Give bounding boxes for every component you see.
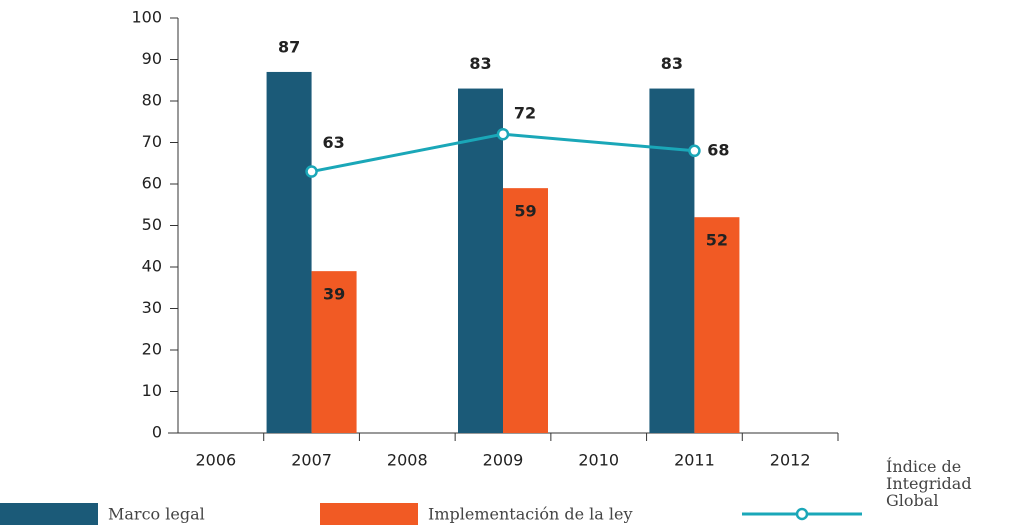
y-tick-label: 40 bbox=[142, 257, 162, 276]
value-label: 68 bbox=[707, 140, 729, 159]
point bbox=[496, 127, 510, 141]
bar bbox=[266, 71, 312, 433]
x-tick-label: 2012 bbox=[770, 451, 811, 470]
point bbox=[688, 144, 701, 158]
x-tick-label: 2006 bbox=[195, 451, 236, 470]
value-label: 63 bbox=[322, 133, 344, 152]
bar bbox=[694, 217, 740, 433]
x-tick-label: 2011 bbox=[674, 451, 715, 470]
legend-marker bbox=[795, 507, 809, 521]
value-label: 59 bbox=[514, 202, 536, 221]
y-tick-label: 60 bbox=[142, 174, 162, 193]
x-tick-label: 2009 bbox=[483, 451, 524, 470]
y-tick-label: 20 bbox=[142, 340, 162, 359]
x-tick-label: 2007 bbox=[291, 451, 332, 470]
bar bbox=[503, 188, 548, 433]
y-tick-label: 80 bbox=[142, 91, 162, 110]
y-tick-label: 0 bbox=[152, 423, 162, 442]
x-tick-label: 2010 bbox=[578, 451, 619, 470]
value-label: 83 bbox=[469, 54, 491, 73]
value-label: 87 bbox=[278, 37, 300, 56]
value-label: 83 bbox=[661, 54, 683, 73]
y-tick-label: 10 bbox=[142, 381, 162, 400]
legend-label: Marco legal bbox=[108, 505, 205, 524]
legend-label: Implementación de la ley bbox=[428, 505, 633, 524]
value-label: 52 bbox=[706, 231, 728, 250]
legend-swatch bbox=[320, 503, 418, 525]
bar bbox=[458, 88, 503, 434]
y-tick-label: 30 bbox=[142, 298, 162, 317]
legend-label: Índice de Integridad Global bbox=[886, 457, 972, 510]
y-tick-label: 100 bbox=[131, 8, 162, 27]
value-label: 39 bbox=[323, 285, 345, 304]
bar bbox=[311, 271, 357, 433]
bar bbox=[649, 88, 695, 434]
point bbox=[305, 165, 318, 178]
x-tick-label: 2008 bbox=[387, 451, 428, 470]
y-tick-label: 90 bbox=[142, 49, 162, 68]
value-label: 72 bbox=[514, 104, 536, 123]
y-tick-label: 70 bbox=[142, 132, 162, 151]
y-tick-label: 50 bbox=[142, 215, 162, 234]
legend-swatch bbox=[0, 503, 98, 525]
